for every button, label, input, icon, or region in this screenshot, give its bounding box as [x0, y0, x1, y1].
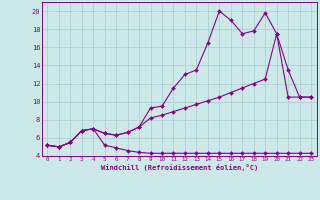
X-axis label: Windchill (Refroidissement éolien,°C): Windchill (Refroidissement éolien,°C) — [100, 164, 258, 171]
